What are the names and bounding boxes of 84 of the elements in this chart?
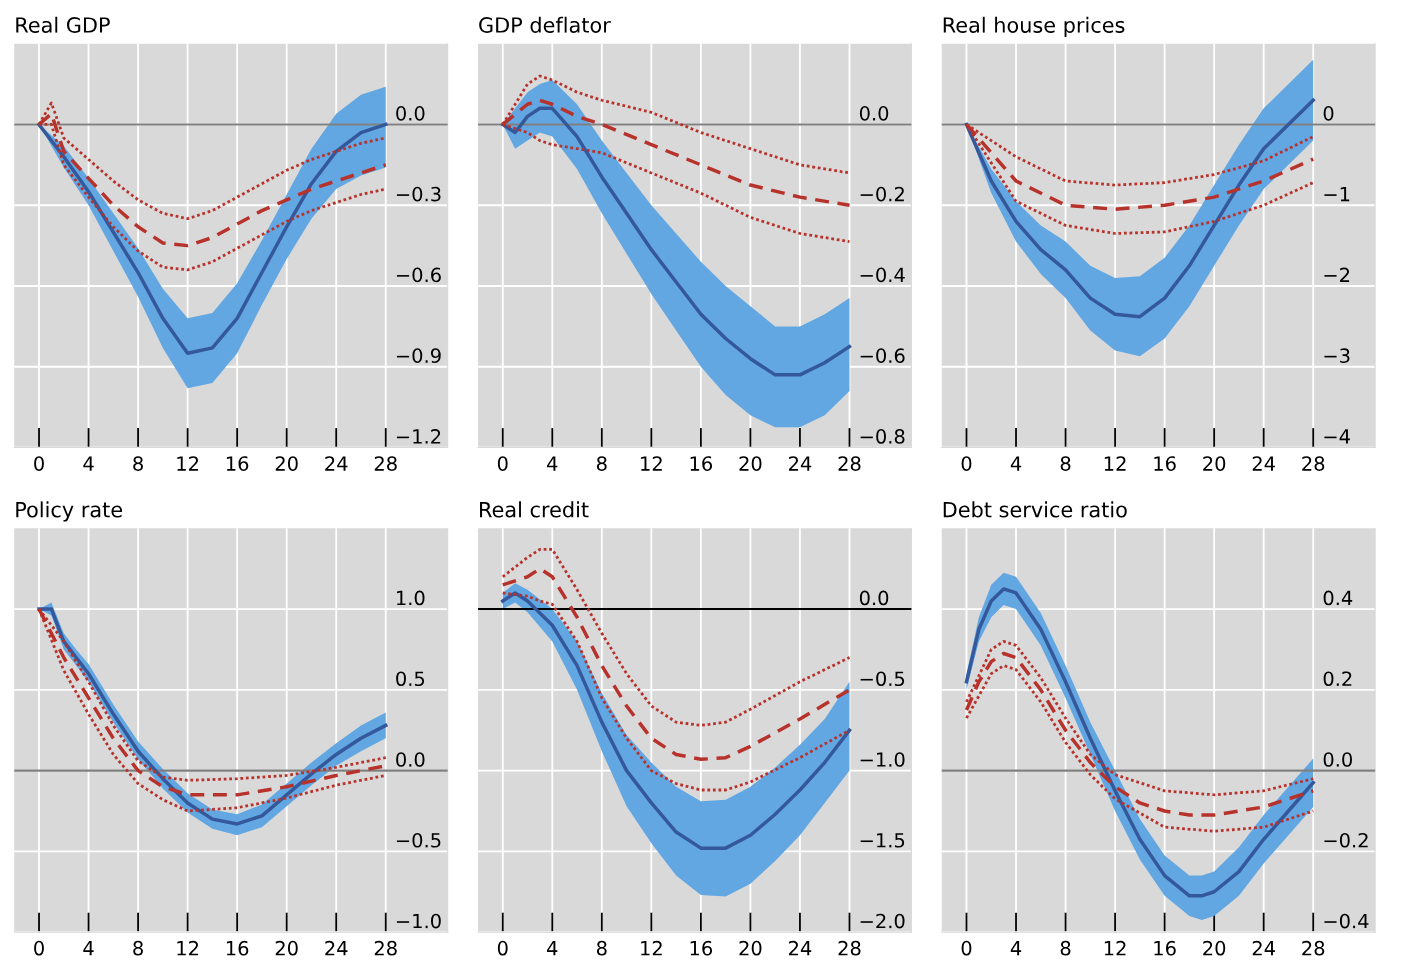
y-tick-label: 0.4 [1323, 590, 1353, 606]
y-tick-label: −0.4 [860, 267, 905, 283]
y-tick-label: −2 [1324, 267, 1350, 282]
y-tick-label: −0.6 [860, 348, 905, 364]
y-tick-label: 0.0 [396, 105, 425, 121]
x-tick-label: 4 [83, 941, 94, 956]
x-tick-label: 16 [1154, 456, 1176, 471]
x-tick-label: 16 [690, 456, 713, 471]
y-tick-label: −0.3 [396, 186, 441, 202]
x-tick-label: 12 [641, 940, 662, 956]
x-tick-label: 12 [1104, 456, 1126, 471]
x-tick-label: 24 [789, 456, 812, 471]
y-tick-label: −0.4 [1324, 913, 1369, 929]
y-tick-label: 0.5 [396, 671, 425, 687]
y-tick-label: −0.5 [860, 671, 905, 687]
x-tick-label: 16 [1154, 940, 1176, 956]
y-tick-label: −1 [1324, 187, 1350, 202]
y-tick-label: −0.9 [396, 348, 441, 364]
chart-title: Real GDP [16, 16, 110, 33]
y-tick-label: −1.0 [396, 913, 441, 929]
x-tick-label: 8 [133, 940, 143, 956]
y-tick-label: 1.0 [397, 590, 425, 606]
x-tick-label: 16 [226, 940, 249, 956]
x-tick-label: 24 [325, 456, 348, 471]
x-tick-label: 24 [789, 940, 812, 956]
chart-title: Policy rate [16, 501, 122, 522]
chart-title: Debt service ratio [943, 501, 1127, 518]
x-tick-label: 16 [690, 940, 713, 956]
y-tick-label: −1.5 [860, 833, 905, 848]
x-tick-label: 4 [1010, 456, 1022, 471]
x-tick-label: 0 [961, 456, 972, 471]
x-tick-label: 0 [34, 940, 44, 956]
x-tick-label: 28 [1302, 456, 1325, 471]
y-tick-label: −0.8 [860, 429, 905, 444]
y-tick-label: 0.2 [1323, 671, 1352, 687]
x-tick-label: 4 [83, 456, 94, 471]
x-tick-label: 20 [1203, 456, 1226, 471]
x-tick-label: 12 [177, 456, 199, 471]
y-tick-label: 0.0 [859, 105, 889, 121]
y-tick-label: 0.0 [1323, 752, 1352, 767]
x-tick-label: 8 [1060, 456, 1071, 471]
x-tick-label: 8 [133, 456, 143, 471]
y-tick-label: −3 [1324, 348, 1350, 364]
x-tick-label: 12 [1104, 940, 1126, 956]
x-tick-label: 20 [275, 940, 298, 956]
x-tick-label: 12 [641, 456, 662, 471]
x-tick-label: 8 [596, 940, 607, 956]
y-tick-label: −4 [1324, 429, 1350, 444]
x-tick-label: 0 [497, 456, 508, 471]
x-tick-label: 4 [547, 941, 558, 956]
x-tick-label: 0 [961, 940, 972, 956]
x-tick-label: 12 [177, 940, 199, 956]
x-tick-label: 20 [1203, 940, 1226, 956]
x-tick-label: 24 [1252, 456, 1275, 471]
y-tick-label: 0.0 [859, 590, 889, 606]
chart-title: Real house prices [943, 16, 1125, 37]
x-tick-label: 4 [547, 456, 558, 471]
x-tick-label: 8 [596, 456, 607, 471]
y-tick-label: 0.0 [396, 752, 425, 767]
x-tick-label: 0 [497, 940, 508, 956]
y-tick-label: −1.0 [860, 752, 905, 767]
y-tick-label: 0 [1323, 105, 1334, 121]
y-tick-label: −2.0 [860, 913, 905, 929]
x-tick-label: 28 [1302, 940, 1325, 956]
x-tick-label: 28 [838, 940, 861, 956]
y-tick-label: −1.2 [396, 429, 441, 444]
x-tick-label: 20 [739, 456, 762, 471]
x-tick-label: 24 [1252, 940, 1275, 956]
x-tick-label: 8 [1060, 940, 1071, 956]
x-tick-label: 4 [1010, 941, 1022, 956]
x-tick-label: 16 [226, 456, 249, 471]
x-tick-label: 24 [325, 940, 348, 956]
x-tick-label: 28 [838, 456, 861, 471]
x-tick-label: 20 [275, 456, 298, 471]
x-tick-label: 28 [374, 940, 397, 956]
x-tick-label: 28 [374, 456, 397, 471]
x-tick-label: 20 [739, 940, 762, 956]
chart-title: GDP deflator [479, 16, 611, 33]
x-tick-label: 0 [34, 456, 44, 471]
y-tick-label: −0.6 [396, 267, 441, 283]
y-tick-label: −0.2 [860, 186, 904, 202]
y-tick-label: −0.5 [396, 832, 441, 848]
y-tick-label: −0.2 [1324, 832, 1368, 848]
chart-title: Real credit [480, 501, 589, 518]
